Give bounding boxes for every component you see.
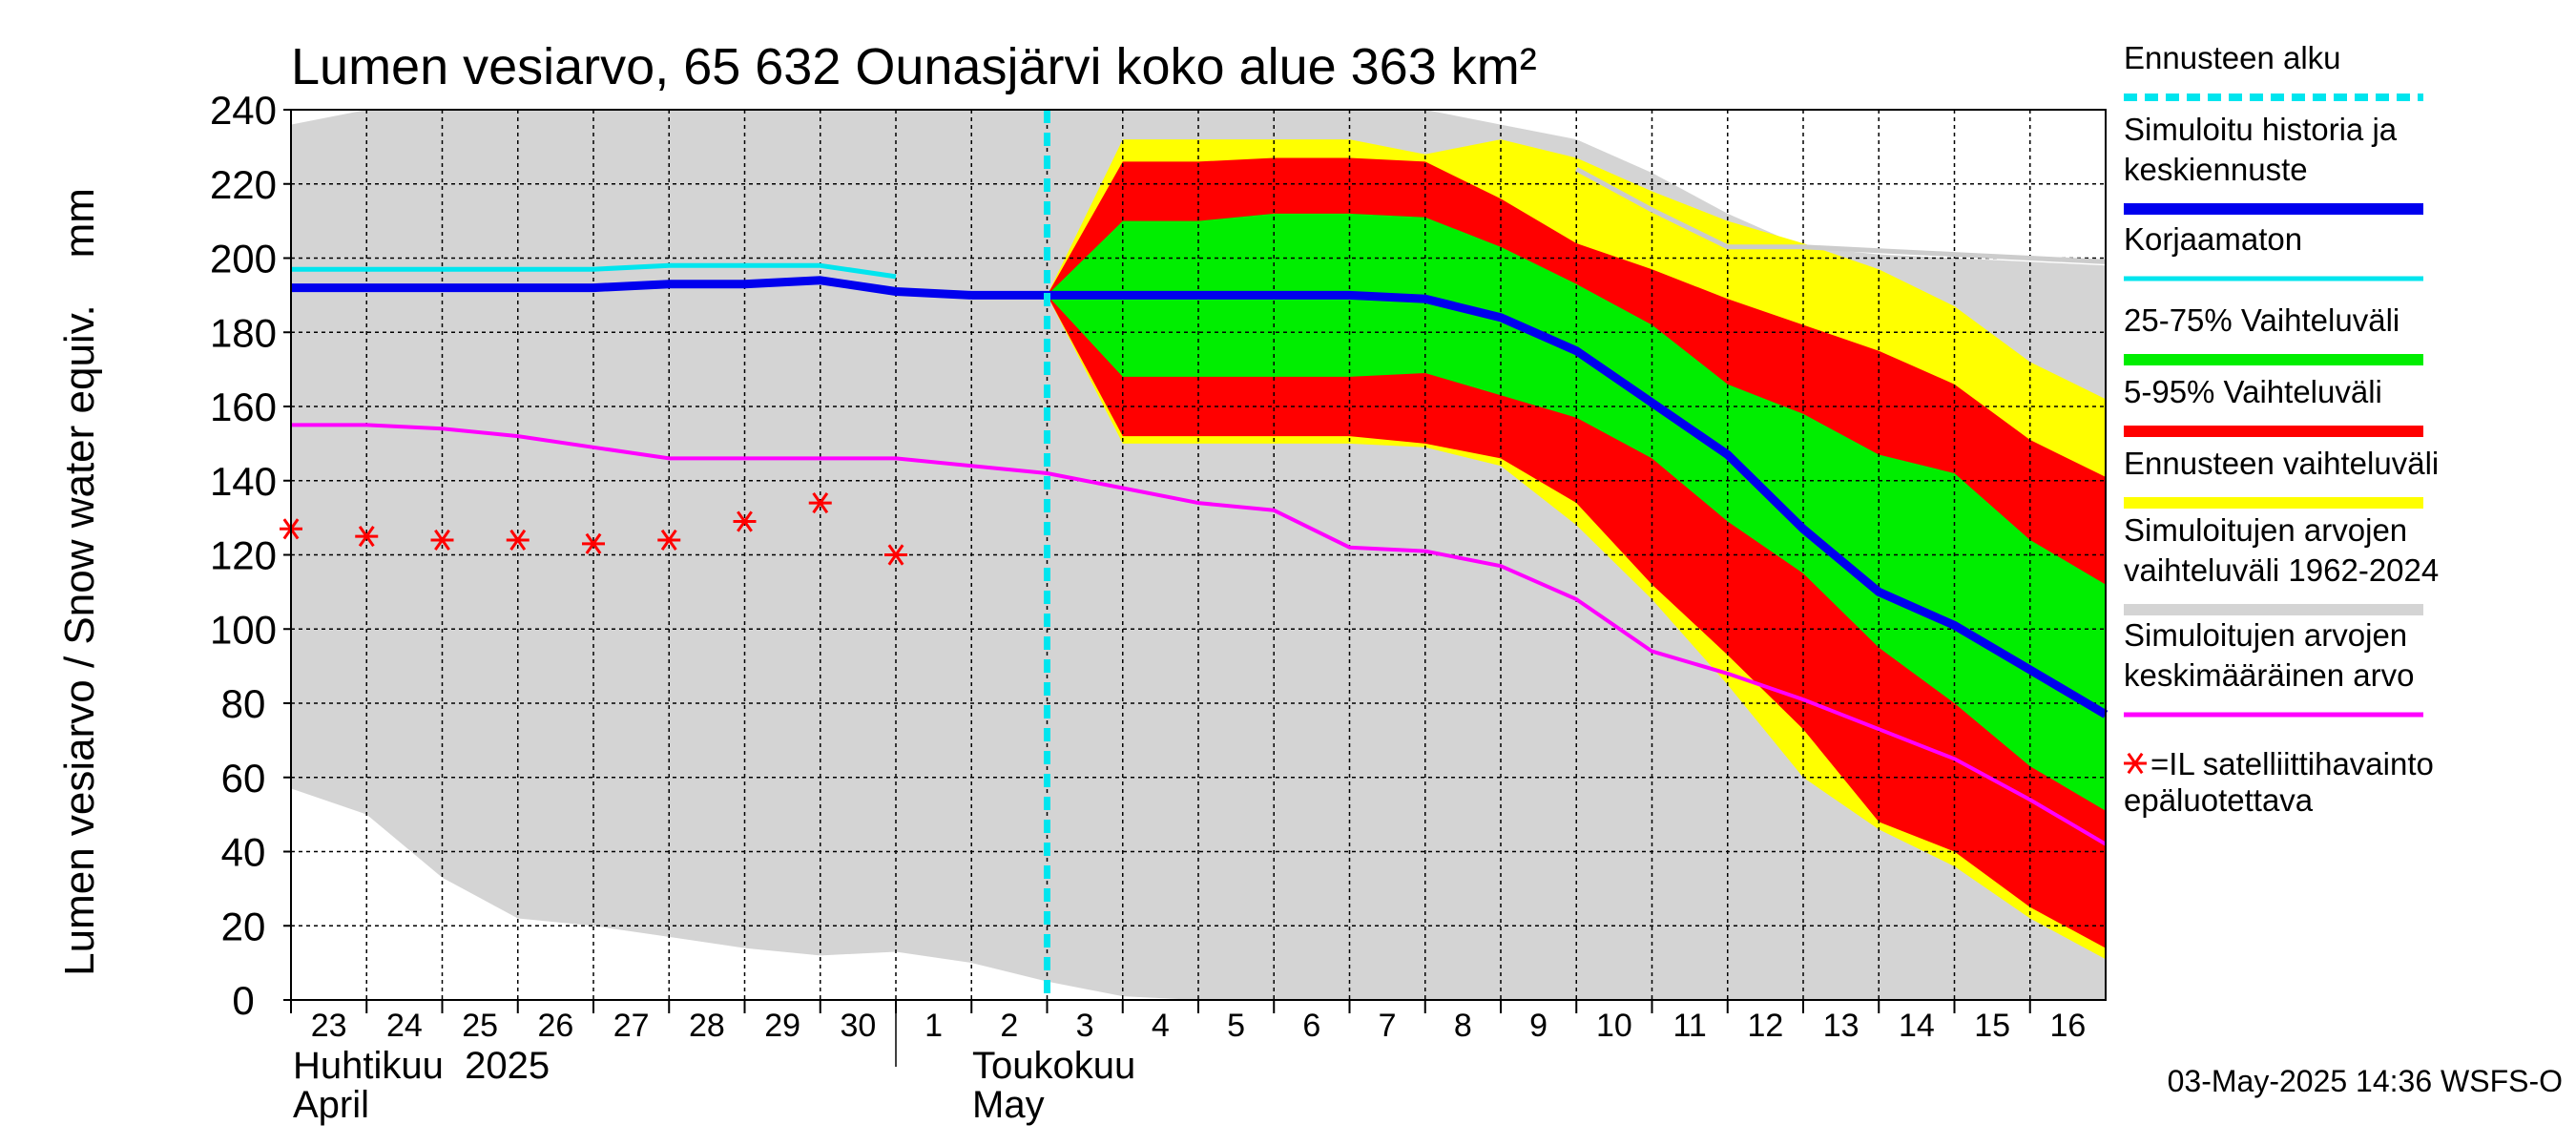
observation-marker	[808, 492, 832, 514]
legend-item-1: Simuloitu historia ja keskiennuste	[2124, 112, 2423, 215]
y-tick-label: 100	[210, 607, 277, 652]
observation-marker	[657, 529, 681, 552]
y-tick-label: 240	[210, 88, 277, 133]
x-tick-label: 8	[1454, 1008, 1472, 1044]
observation-marker	[582, 532, 605, 554]
y-tick-label: 200	[210, 237, 277, 281]
month-label-fi: Huhtikuu 2025	[293, 1045, 550, 1087]
legend-item-3: 25-75% Vaihteluväli	[2124, 302, 2423, 365]
x-tick-label: 4	[1152, 1008, 1170, 1044]
series-line-0	[291, 262, 897, 280]
legend-item-4: 5-95% Vaihteluväli	[2124, 374, 2423, 437]
legend-item-7: Simuloitujen arvojen keskimääräinen arvo	[2124, 617, 2423, 718]
legend-label: Simuloitujen arvojen	[2124, 617, 2407, 653]
month-label-fi: Toukokuu	[972, 1045, 1135, 1087]
y-tick-label: 20	[221, 904, 266, 948]
legend-label: epäluotettava	[2124, 782, 2314, 818]
x-tick-label: 5	[1227, 1008, 1245, 1044]
observation-marker	[733, 510, 757, 532]
marker-stroke	[509, 529, 527, 552]
x-tick-label: 15	[1974, 1008, 2010, 1044]
legend-label: Ennusteen alku	[2124, 40, 2341, 75]
x-tick-label: 10	[1596, 1008, 1632, 1044]
x-tick-label: 25	[462, 1008, 498, 1044]
x-tick-label: 6	[1302, 1008, 1320, 1044]
x-tick-label: 24	[386, 1008, 423, 1044]
x-tick-label: 28	[689, 1008, 725, 1044]
legend-item-5: Ennusteen vaihteluväli	[2124, 446, 2439, 509]
y-tick-label: 120	[210, 533, 277, 578]
x-tick-label: 11	[1672, 1008, 1706, 1044]
marker-stroke	[812, 492, 829, 514]
y-tick-label: 160	[210, 385, 277, 429]
y-tick-label: 40	[221, 830, 266, 875]
observation-marker	[430, 529, 454, 552]
marker-stroke	[887, 544, 904, 566]
x-tick-label: 2	[1000, 1008, 1018, 1044]
x-tick-label: 26	[537, 1008, 573, 1044]
y-tick-label: 80	[221, 681, 266, 726]
x-tick-label: 30	[840, 1008, 876, 1044]
x-tick-label: 13	[1823, 1008, 1859, 1044]
y-axis-label: Lumen vesiarvo / Snow water equiv. mm	[56, 188, 103, 976]
y-tick-label: 220	[210, 162, 277, 207]
series-line-2	[291, 423, 2108, 846]
legend-item-2: Korjaamaton	[2124, 221, 2423, 281]
legend-item-0: Ennusteen alku	[2124, 40, 2423, 101]
y-tick-label: 140	[210, 459, 277, 504]
legend-label: 25-75% Vaihteluväli	[2124, 302, 2399, 338]
y-tick-label: 60	[221, 756, 266, 801]
x-tick-label: 23	[311, 1008, 347, 1044]
legend: Ennusteen alku Simuloitu historia ja keski…	[2124, 40, 2439, 818]
x-tick-label: 16	[2049, 1008, 2086, 1044]
marker-stroke	[660, 529, 677, 552]
legend-label: keskimääräinen arvo	[2124, 657, 2414, 693]
band-3	[1047, 213, 2106, 811]
observation-marker	[355, 525, 379, 548]
lines-layer	[280, 110, 2109, 1000]
footer-timestamp: 03-May-2025 14:36 WSFS-O	[2168, 1064, 2563, 1098]
series-line-3	[291, 276, 2109, 718]
marker-stroke	[585, 532, 602, 554]
x-tick-label: 14	[1899, 1008, 1935, 1044]
legend-label: 5-95% Vaihteluväli	[2124, 374, 2382, 409]
month-label-en: April	[293, 1084, 369, 1126]
y-tick-label: 180	[210, 310, 277, 355]
x-tick-label: 9	[1529, 1008, 1548, 1044]
legend-label: =IL satelliittihavainto	[2150, 746, 2434, 781]
x-tick-label: 3	[1076, 1008, 1094, 1044]
legend-label: Simuloitu historia ja	[2124, 112, 2398, 147]
observation-marker	[884, 544, 907, 566]
chart-title: Lumen vesiarvo, 65 632 Ounasjärvi koko a…	[291, 38, 1537, 95]
legend-item-6: Simuloitujen arvojen vaihteluväli 1962-20…	[2124, 512, 2439, 615]
legend-label: vaihteluväli 1962-2024	[2124, 552, 2439, 588]
x-tick-label: 1	[924, 1008, 943, 1044]
marker-stroke	[358, 525, 375, 548]
legend-label: keskiennuste	[2124, 152, 2308, 187]
x-tick-label: 12	[1747, 1008, 1783, 1044]
legend-marker	[2127, 752, 2144, 775]
legend-label: Korjaamaton	[2124, 221, 2302, 257]
marker-stroke	[737, 510, 753, 532]
month-label-en: May	[972, 1084, 1045, 1126]
marker-stroke	[434, 529, 450, 552]
y-tick-label: 0	[232, 978, 254, 1023]
series-line-1	[1575, 167, 2107, 264]
x-tick-label: 29	[764, 1008, 800, 1044]
legend-label: Simuloitujen arvojen	[2124, 512, 2407, 548]
x-tick-label: 7	[1379, 1008, 1397, 1044]
legend-label: Ennusteen vaihteluväli	[2124, 446, 2439, 481]
x-tick-label: 27	[613, 1008, 650, 1044]
observation-marker	[506, 529, 530, 552]
